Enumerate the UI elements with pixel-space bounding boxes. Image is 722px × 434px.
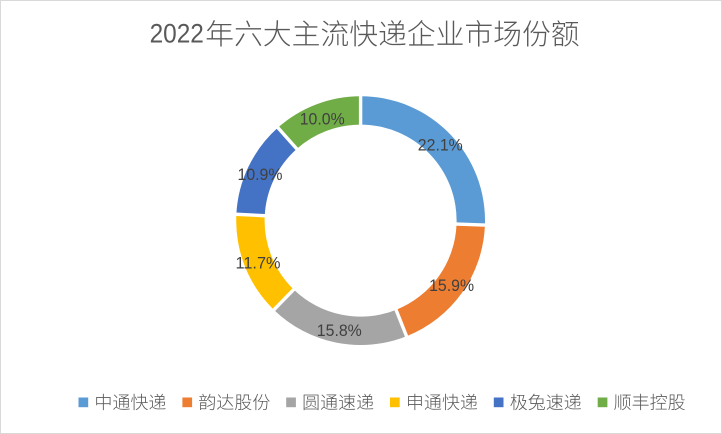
svg-text:2022: 2022 — [150, 19, 204, 49]
svg-text:15.9%: 15.9% — [429, 276, 474, 295]
svg-text:11.7%: 11.7% — [236, 253, 281, 272]
svg-text:22.1%: 22.1% — [418, 135, 463, 154]
svg-text:15.8%: 15.8% — [317, 321, 362, 340]
svg-text:10.9%: 10.9% — [238, 165, 283, 184]
svg-text:10.0%: 10.0% — [300, 110, 345, 129]
